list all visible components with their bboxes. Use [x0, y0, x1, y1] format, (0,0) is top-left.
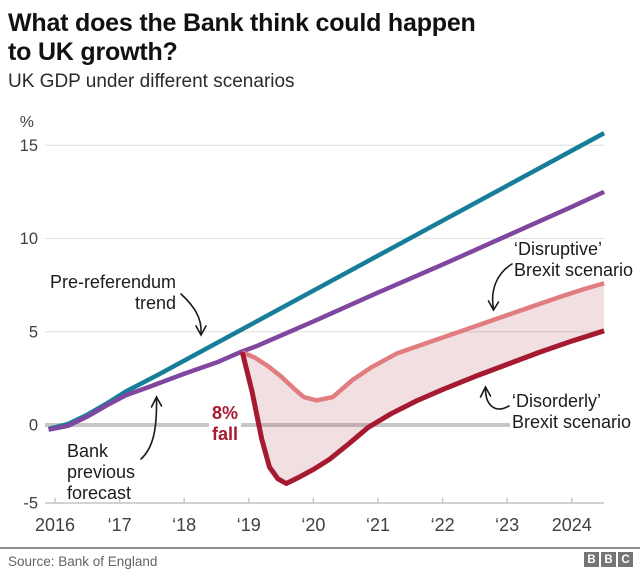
bbc-logo-block-b1: B	[584, 552, 599, 567]
x-tick-label: ‘17	[108, 515, 132, 535]
annotation-disruptive-scenario: ‘Disruptive’ Brexit scenario	[514, 239, 634, 280]
disorderly-arrow	[479, 385, 510, 410]
scenario-band-fill	[242, 283, 605, 484]
annotation-disorderly-scenario: ‘Disorderly’ Brexit scenario	[510, 390, 634, 435]
x-tick-label: ‘21	[366, 515, 390, 535]
chart-subtitle: UK GDP under different scenarios	[8, 71, 295, 92]
x-tick-label: ‘19	[237, 515, 261, 535]
pre-referendum-arrow	[180, 293, 207, 337]
series-line-bank_forecast	[48, 189, 606, 432]
bbc-logo-block-b2: B	[601, 552, 616, 567]
series-line-disorderly	[239, 328, 605, 486]
y-tick-label: 5	[29, 323, 38, 341]
x-tick-label: 2024	[552, 515, 592, 535]
page-title: What does the Bank think could happen to…	[8, 9, 476, 67]
x-tick-label: ‘18	[172, 515, 196, 535]
bank-forecast-arrow	[140, 395, 163, 460]
y-tick-label: 0	[29, 417, 38, 435]
y-tick-label: -5	[23, 495, 38, 513]
y-tick-label: 15	[20, 137, 38, 155]
bbc-logo-block-c: C	[618, 552, 633, 567]
x-tick-label: ‘20	[301, 515, 325, 535]
annotation-bank-previous-forecast: Bank previous forecast	[67, 441, 136, 503]
bbc-logo: B B C	[584, 552, 633, 567]
x-tick-label: ‘22	[431, 515, 455, 535]
x-tick-label: ‘23	[495, 515, 519, 535]
source-label: Source: Bank of England	[8, 554, 158, 569]
series-line-disruptive	[241, 281, 605, 403]
title-line-2: to UK growth?	[8, 38, 178, 66]
title-line-1: What does the Bank think could happen	[8, 9, 476, 37]
plot-area: 15 10 5 0 -5% 2016 ‘17 ‘18 ‘19 ‘20 ‘21 ‘22 ‘23 2024	[20, 114, 606, 535]
y-axis-unit-label: %	[20, 114, 34, 131]
x-tick-label: 2016	[35, 515, 75, 535]
y-tick-label: 10	[20, 230, 38, 248]
disruptive-arrow	[487, 263, 513, 312]
annotation-8-percent-fall: 8% fall	[209, 402, 242, 446]
footer-divider	[0, 547, 640, 549]
annotation-arrows	[140, 263, 513, 460]
annotation-pre-referendum-trend: Pre-referendum trend	[49, 272, 176, 313]
